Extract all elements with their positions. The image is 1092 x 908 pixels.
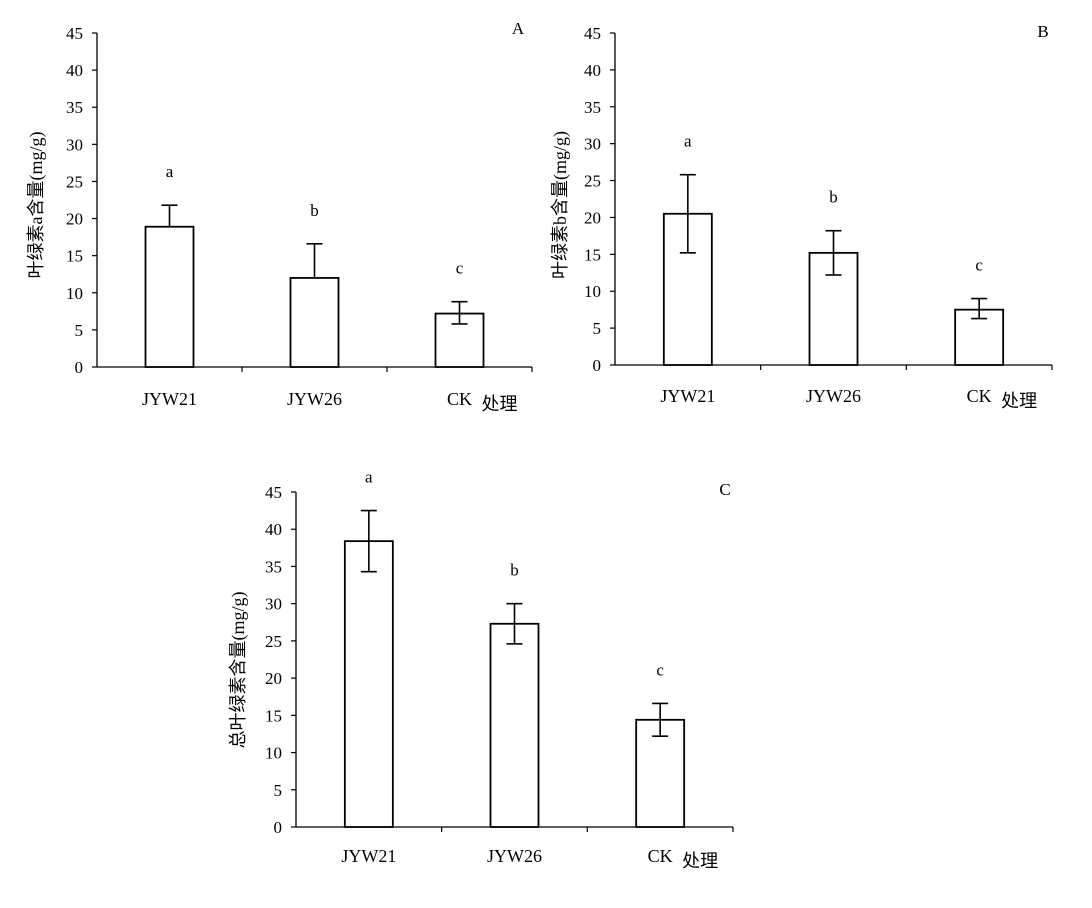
panel-label: A xyxy=(512,19,525,38)
y-tick-label: 15 xyxy=(584,245,601,264)
x-category-label: CK xyxy=(648,846,673,866)
y-tick-label: 5 xyxy=(593,319,602,338)
x-category-label: JYW21 xyxy=(341,846,396,866)
y-tick-label: 30 xyxy=(265,595,282,614)
y-tick-label: 40 xyxy=(66,61,83,80)
y-tick-label: 0 xyxy=(593,356,602,375)
significance-letter: b xyxy=(829,188,838,207)
y-tick-label: 45 xyxy=(66,24,83,43)
y-tick-label: 30 xyxy=(66,135,83,154)
bar-ck xyxy=(635,718,686,828)
x-category-label: CK xyxy=(447,389,472,409)
significance-letter: a xyxy=(365,468,373,487)
y-tick-label: 10 xyxy=(66,284,83,303)
x-category-label: JYW26 xyxy=(487,846,542,866)
y-tick-label: 0 xyxy=(75,358,84,377)
y-tick-label: 15 xyxy=(265,706,282,725)
chart-panel-c: 0 5 10 15 20 25 30 35 40 45 a JYW21 b JYW26 c CK 处理 总叶绿素含… xyxy=(228,468,734,871)
x-category-label: JYW21 xyxy=(142,389,197,409)
x-axis-title: 处理 xyxy=(482,394,518,414)
bar-jyw26 xyxy=(489,622,540,828)
y-tick-label: 5 xyxy=(274,781,283,800)
x-category-label: JYW26 xyxy=(287,389,342,409)
y-tick-label: 25 xyxy=(584,172,601,191)
x-axis-title: 处理 xyxy=(1001,391,1037,411)
y-tick-label: 35 xyxy=(584,98,601,117)
y-tick-label: 15 xyxy=(66,247,83,266)
x-category-label: CK xyxy=(967,386,992,406)
chart-panel-a: 0 5 10 15 20 25 30 35 40 45 a JYW21 b JYW26 c CK 处理 叶绿素a含… xyxy=(26,19,533,414)
significance-letter: c xyxy=(456,259,464,278)
y-tick-label: 40 xyxy=(265,520,282,539)
y-tick-label: 20 xyxy=(265,669,282,688)
x-category-label: JYW21 xyxy=(660,386,715,406)
bar-jyw26 xyxy=(289,277,340,368)
y-axis-title: 叶绿素a含量(mg/g) xyxy=(26,132,47,279)
significance-letter: b xyxy=(310,201,319,220)
bar-jyw21 xyxy=(343,540,394,828)
y-tick-label: 10 xyxy=(584,282,601,301)
significance-letter: a xyxy=(684,132,692,151)
y-tick-label: 5 xyxy=(75,321,84,340)
y-tick-label: 0 xyxy=(274,818,283,837)
y-tick-label: 10 xyxy=(265,744,282,763)
y-tick-label: 40 xyxy=(584,61,601,80)
chart-panel-b: 0 5 10 15 20 25 30 35 40 45 a JYW21 b JYW26 c CK 处理 叶绿素b含… xyxy=(550,22,1053,411)
y-tick-label: 30 xyxy=(584,135,601,154)
significance-letter: c xyxy=(975,256,983,275)
panel-label: B xyxy=(1037,22,1048,41)
panel-label: C xyxy=(719,480,730,499)
y-tick-label: 35 xyxy=(66,98,83,117)
y-tick-label: 45 xyxy=(265,483,282,502)
y-axis-title: 总叶绿素含量(mg/g) xyxy=(228,592,249,749)
y-tick-label: 20 xyxy=(584,208,601,227)
x-category-label: JYW26 xyxy=(806,386,861,406)
y-tick-label: 25 xyxy=(66,172,83,191)
significance-letter: b xyxy=(510,561,519,580)
bar-jyw21 xyxy=(144,225,195,368)
significance-letter: c xyxy=(656,660,664,679)
significance-letter: a xyxy=(166,162,174,181)
y-tick-label: 35 xyxy=(265,557,282,576)
y-tick-label: 45 xyxy=(584,24,601,43)
y-tick-label: 20 xyxy=(66,210,83,229)
y-axis-title: 叶绿素b含量(mg/g) xyxy=(550,131,571,279)
y-tick-label: 25 xyxy=(265,632,282,651)
x-axis-title: 处理 xyxy=(682,851,718,871)
